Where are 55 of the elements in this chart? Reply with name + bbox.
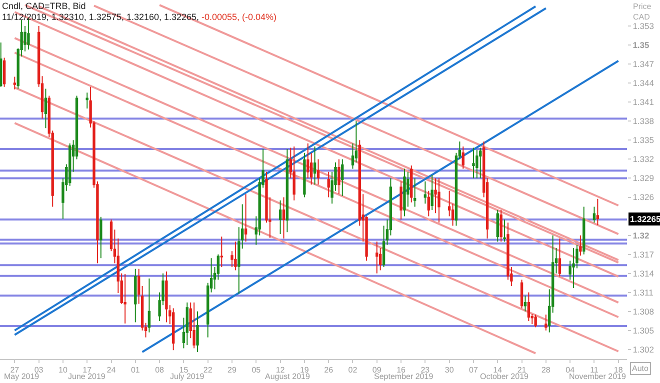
x2-tick-label: October 2019 [480,372,530,381]
x-tick-label: 14 [493,366,503,375]
x2-tick-label: November 2019 [569,372,626,381]
y-tick-label: 1.335 [632,135,654,146]
annotation: -0.00055, (-0.04%) [202,12,277,22]
y-tick-label: 1.32 [632,230,650,240]
x2-tick-label: June 2019 [68,372,106,381]
y-tick-label: 1.341 [632,97,654,108]
x-tick-label: 16 [396,366,406,375]
y-tick-label: 1.344 [632,78,654,88]
x-tick-label: 29 [228,366,237,375]
y-tick-label: 1.35 [632,40,650,50]
x-tick-label: 23 [420,366,430,375]
chart-title: Cndl, CAD=TRB, Bid [2,1,87,12]
y-tick-label: 1.332 [632,154,654,164]
y-tick-label: 1.308 [632,306,654,316]
y-tick-label: 1.326 [632,192,654,202]
x-tick-label: 05 [252,366,262,375]
y-tick-label: 1.347 [632,59,654,70]
x-tick-label: 17 [82,366,92,375]
x-tick-label: 07 [469,366,478,375]
x2-tick-label: May 2019 [4,372,40,381]
x-tick-label: 03 [34,366,44,375]
y-tick-label: 1.302 [632,344,654,354]
text: 11/12/2019, 1.32310, 1.32575, 1.32160, 1.32265, [2,12,200,22]
y-tick-label: 1.311 [632,287,654,298]
x-tick-label: 10 [58,366,68,375]
x-tick-label: 24 [106,366,116,375]
x-tick-label: 19 [300,366,310,375]
x-tick-label: 22 [203,366,213,375]
x-tick-label: 08 [155,366,165,375]
x-tick-label: 21 [517,366,527,375]
x2-tick-label: August 2019 [265,372,310,381]
x-tick-label: 11 [590,366,599,375]
x-tick-label: 12 [276,366,286,375]
y-tick-label: 1.317 [632,249,654,260]
x-tick-label: 28 [541,366,551,375]
x-tick-label: 27 [10,366,20,375]
y-tick-label: 1.338 [632,116,654,126]
x-tick-label: 15 [179,366,189,375]
x2-tick-label: September 2019 [374,372,434,381]
x-tick-label: 09 [372,366,382,375]
y-tick-label: 1.353 [632,20,654,31]
x-tick-label: 04 [566,366,576,375]
y-tick-label: 1.314 [632,268,654,278]
y-tick-label: 1.329 [632,173,654,184]
x-tick-label: 02 [348,366,358,375]
y-axis-title: Price CAD [633,2,652,22]
text: Auto [632,364,650,373]
x2-tick-label: July 2019 [170,372,205,381]
x-tick-label: 01 [130,366,140,375]
x-tick-label: 18 [614,366,624,375]
x-tick-label: 30 [444,366,454,375]
y-tick-label: 1.305 [632,325,654,336]
x-tick-label: 26 [324,366,334,375]
